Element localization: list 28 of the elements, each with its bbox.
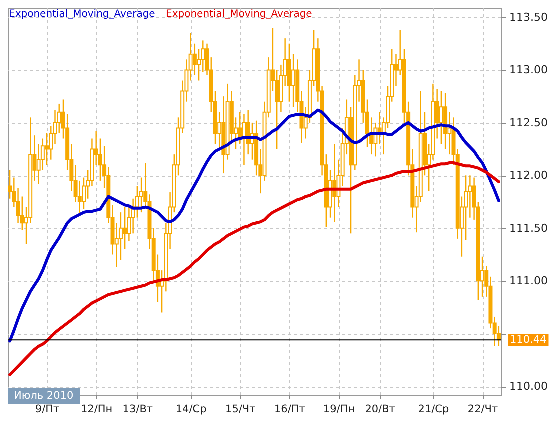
x-tick-label: 15/Чт [226, 404, 256, 416]
x-tick-label: 14/Ср [176, 404, 208, 416]
x-tick-label: 22/Чт [468, 404, 498, 416]
x-tick-label: 19/Пн [323, 404, 356, 416]
x-tick-label: 12/Пн [80, 404, 113, 416]
line-series [8, 108, 500, 343]
candlestick [36, 143, 41, 185]
text: Exponential_Moving_Average [9, 9, 156, 20]
x-tick-label: 21/Ср [418, 404, 450, 416]
candlestick [123, 206, 128, 250]
y-tick-label: 112.00 [510, 169, 548, 182]
candlestick [439, 90, 444, 145]
x-tick-label: 16/Пт [274, 404, 306, 416]
line-series [8, 162, 500, 376]
candlestick [45, 132, 50, 166]
y-tick-label: 111.50 [510, 222, 548, 235]
x-tick-label: 20/Вт [365, 404, 396, 416]
candlestick [292, 54, 296, 108]
y-tick-label: 111.00 [510, 274, 548, 288]
ref-line-label: 110.44 [510, 334, 548, 346]
x-tick-label: 13/Вт [122, 404, 154, 416]
text: Exponential_Moving_Average [166, 9, 312, 20]
y-tick-label: 110.00 [510, 380, 548, 394]
y-tick-label: 112.50 [510, 116, 548, 130]
x-tick-label: 9/Пт [35, 404, 60, 416]
y-tick-label: 113.50 [510, 10, 548, 24]
annotation: Июль 2010 [8, 388, 80, 404]
y-tick-label: 113.00 [510, 64, 548, 77]
